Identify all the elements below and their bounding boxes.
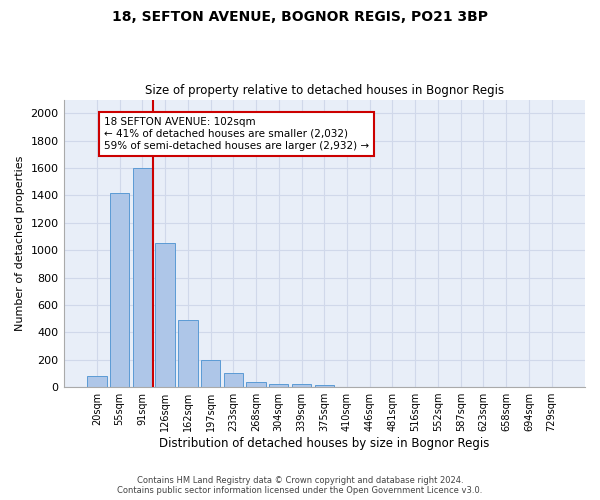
Text: 18 SEFTON AVENUE: 102sqm
← 41% of detached houses are smaller (2,032)
59% of sem: 18 SEFTON AVENUE: 102sqm ← 41% of detach… [104,118,369,150]
Bar [133,168,152,387]
Bar [87,376,107,387]
Y-axis label: Number of detached properties: Number of detached properties [15,156,25,331]
X-axis label: Distribution of detached houses by size in Bognor Regis: Distribution of detached houses by size … [159,437,490,450]
Title: Size of property relative to detached houses in Bognor Regis: Size of property relative to detached ho… [145,84,504,97]
Text: 18, SEFTON AVENUE, BOGNOR REGIS, PO21 3BP: 18, SEFTON AVENUE, BOGNOR REGIS, PO21 3B… [112,10,488,24]
Bar [155,244,175,387]
Bar [201,360,220,387]
Text: Contains HM Land Registry data © Crown copyright and database right 2024.
Contai: Contains HM Land Registry data © Crown c… [118,476,482,495]
Bar [292,384,311,387]
Bar [247,382,266,387]
Bar [314,385,334,387]
Bar [110,192,130,387]
Bar [269,384,289,387]
Bar [178,320,197,387]
Bar [224,372,243,387]
